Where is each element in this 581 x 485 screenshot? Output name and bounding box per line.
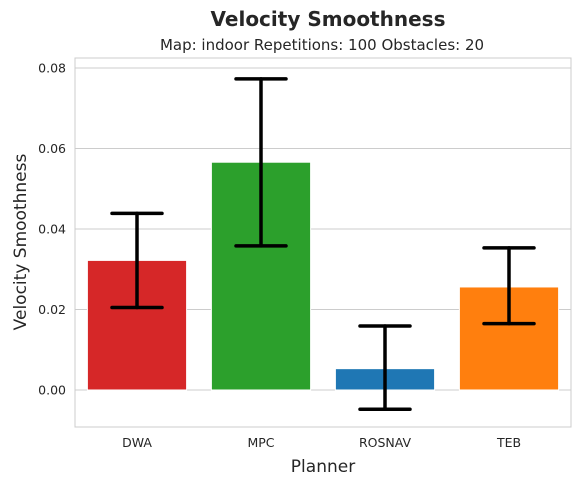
- plot-frame: [74, 57, 572, 428]
- x-tick-label-mpc: MPC: [247, 435, 274, 450]
- x-tick-label-rosnav: ROSNAV: [359, 435, 412, 450]
- bars: [86, 161, 560, 391]
- y-tick-labels: 0.00 0.02 0.04 0.06 0.08: [38, 61, 66, 398]
- chart-subtitle: Map: indoor Repetitions: 100 Obstacles: …: [160, 36, 484, 54]
- y-tick-label: 0.00: [38, 382, 66, 397]
- chart-title: Velocity Smoothness: [211, 7, 446, 31]
- error-bar-teb: [482, 246, 536, 326]
- y-tick-label: 0.02: [38, 302, 66, 317]
- x-tick-label-dwa: DWA: [122, 435, 152, 450]
- x-tick-labels: DWA MPC ROSNAV TEB: [122, 435, 521, 450]
- bar-mpc: [210, 161, 312, 391]
- error-bars: [110, 77, 536, 412]
- y-tick-label: 0.06: [38, 141, 66, 156]
- x-tick-label-teb: TEB: [496, 435, 521, 450]
- y-tick-label: 0.08: [38, 61, 66, 76]
- error-bar-dwa: [110, 211, 164, 310]
- x-axis-label: Planner: [291, 457, 355, 477]
- y-axis-label: Velocity Smoothness: [11, 154, 31, 331]
- y-tick-label: 0.04: [38, 222, 66, 237]
- error-bar-rosnav: [358, 324, 412, 412]
- error-bar-mpc: [234, 77, 288, 248]
